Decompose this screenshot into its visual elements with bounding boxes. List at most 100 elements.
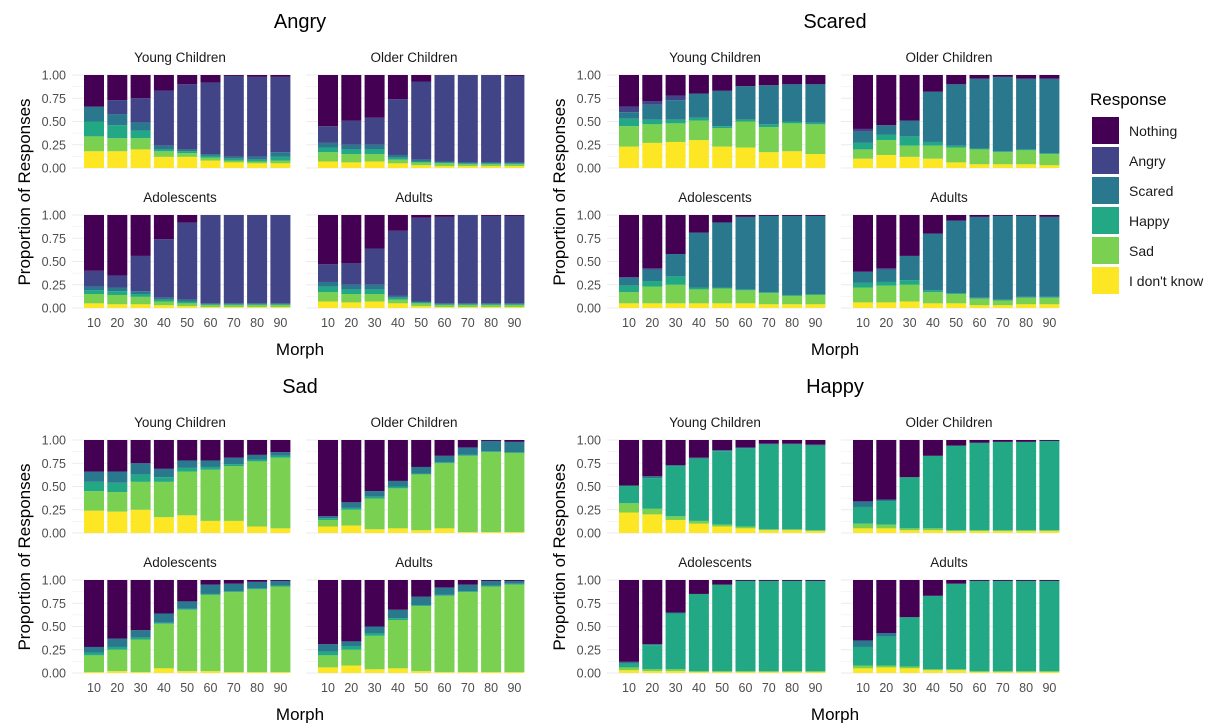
bar-segment-angry xyxy=(481,75,502,163)
bar-segment-i-don-t-know xyxy=(782,304,803,308)
bar-segment-nothing xyxy=(688,440,709,458)
bar-segment-angry xyxy=(481,215,502,304)
facet-title: Young Children xyxy=(134,415,226,430)
bar-segment-nothing xyxy=(642,440,663,477)
bar-segment-nothing xyxy=(153,215,174,240)
bar-segment-i-don-t-know xyxy=(712,526,733,533)
bar-segment-angry xyxy=(387,99,408,155)
x-tick-label: 20 xyxy=(344,316,358,330)
x-tick-label: 40 xyxy=(926,316,940,330)
chart-block-scared: Scared Proportion of Responses Morph Young … xyxy=(550,11,1060,359)
bar-segment-happy xyxy=(665,276,686,285)
bar-segment-i-don-t-know xyxy=(318,526,338,533)
bar-segment-nothing xyxy=(107,75,128,101)
y-tick-label: 0.25 xyxy=(42,138,66,152)
bar-segment-i-don-t-know xyxy=(387,163,408,168)
facet-title: Adolescents xyxy=(143,555,217,570)
bar-segment-i-don-t-know xyxy=(876,302,897,308)
bar-segment-nothing xyxy=(177,75,198,85)
facet-panel: Young Children 0.00 0.25 0.50 0.75 1.00 xyxy=(42,50,291,176)
bar-segment-sad xyxy=(387,619,408,669)
x-tick-label: 80 xyxy=(250,316,264,330)
bar-segment-nothing xyxy=(642,215,663,269)
x-tick-label: 30 xyxy=(669,681,683,695)
bar-segment-angry xyxy=(642,101,663,105)
bar-segment-sad xyxy=(434,463,455,529)
bar-segment-i-don-t-know xyxy=(1039,304,1060,308)
bar-segment-i-don-t-know xyxy=(153,517,174,533)
bar-segment-happy xyxy=(84,652,104,656)
bar-segment-happy xyxy=(247,159,268,162)
bar-segment-sad xyxy=(922,528,943,531)
bar-segment-happy xyxy=(364,149,385,155)
legend-swatch xyxy=(1092,267,1119,294)
bar-segment-sad xyxy=(899,666,920,669)
bar-segment-sad xyxy=(411,162,432,166)
bar-segment-sad xyxy=(782,123,803,152)
bar-segment-happy xyxy=(853,142,873,150)
x-tick-label: 40 xyxy=(391,681,405,695)
bar-segment-scared xyxy=(270,580,291,586)
bar-segment-angry xyxy=(364,117,385,145)
bar-segment-sad xyxy=(1039,297,1060,305)
facet-title: Older Children xyxy=(370,50,457,65)
bar-segment-happy xyxy=(1039,153,1060,155)
facet-panel: Adolescents 0.00 0.25 0.50 0.75 1.00 10 20 30 40 5… xyxy=(577,555,826,695)
bar-segment-scared xyxy=(876,269,897,282)
bar-segment-sad xyxy=(130,138,151,150)
x-tick-label: 60 xyxy=(739,681,753,695)
y-tick-label: 0.25 xyxy=(577,643,601,657)
y-tick-label: 0.50 xyxy=(577,115,601,129)
bar-segment-happy xyxy=(1039,580,1060,672)
bar-segment-happy xyxy=(434,162,455,164)
x-tick-label: 80 xyxy=(484,681,498,695)
bar-segment-sad xyxy=(84,655,104,673)
bar-segment-nothing xyxy=(712,440,733,451)
bar-segment-sad xyxy=(805,124,826,155)
bar-segment-sad xyxy=(504,584,525,673)
bar-segment-angry xyxy=(504,215,525,304)
bar-segment-i-don-t-know xyxy=(364,529,385,533)
bar-segment-scared xyxy=(481,580,502,586)
bar-segment-i-don-t-know xyxy=(876,154,897,168)
bar-segment-i-don-t-know xyxy=(1016,531,1037,533)
bar-segment-sad xyxy=(364,635,385,670)
bar-segment-nothing xyxy=(504,440,525,442)
bar-segment-happy xyxy=(247,304,268,306)
bar-segment-sad xyxy=(735,671,756,673)
bar-segment-sad xyxy=(411,606,432,672)
bar-segment-happy xyxy=(619,663,639,668)
bar-segment-angry xyxy=(153,239,174,298)
bar-segment-scared xyxy=(712,222,733,288)
x-tick-label: 10 xyxy=(321,681,335,695)
bar-segment-i-don-t-know xyxy=(481,532,502,533)
bar-segment-i-don-t-know xyxy=(922,530,943,533)
bar-segment-scared xyxy=(247,581,268,589)
bar-segment-sad xyxy=(270,586,291,673)
bar-segment-i-don-t-know xyxy=(200,520,221,533)
bar-segment-nothing xyxy=(84,215,104,271)
bar-segment-scared xyxy=(84,286,104,291)
bar-segment-i-don-t-know xyxy=(899,530,920,533)
x-tick-label: 30 xyxy=(134,681,148,695)
bar-segment-scared xyxy=(364,626,385,634)
bar-segment-i-don-t-know xyxy=(387,303,408,308)
x-tick-label: 10 xyxy=(622,316,636,330)
bar-segment-i-don-t-know xyxy=(177,671,198,673)
bar-segment-scared xyxy=(177,460,198,468)
bar-segment-sad xyxy=(805,294,826,305)
bar-segment-scared xyxy=(992,215,1013,300)
bar-segment-happy xyxy=(457,591,478,593)
bar-segment-i-don-t-know xyxy=(712,672,733,673)
x-tick-label: 80 xyxy=(484,316,498,330)
bar-segment-nothing xyxy=(107,215,128,276)
bar-segment-happy xyxy=(665,613,686,670)
bar-segment-happy xyxy=(318,286,338,293)
bar-segment-scared xyxy=(153,468,174,478)
bar-segment-i-don-t-know xyxy=(946,162,967,168)
bar-segment-i-don-t-know xyxy=(805,672,826,673)
bar-segment-happy xyxy=(130,474,151,482)
bar-segment-sad xyxy=(688,289,709,304)
bar-segment-scared xyxy=(434,455,455,463)
bar-segment-nothing xyxy=(1016,215,1037,216)
